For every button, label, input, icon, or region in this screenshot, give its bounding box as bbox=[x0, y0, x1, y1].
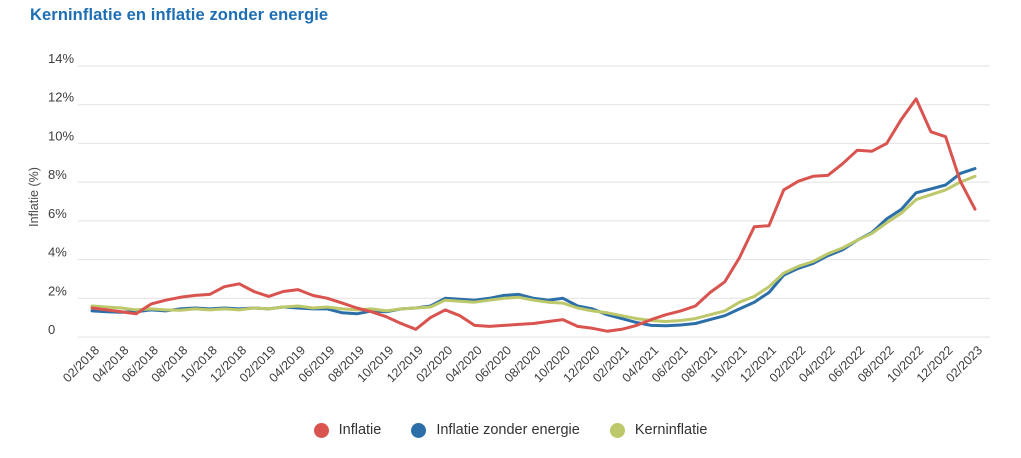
legend-label: Inflatie bbox=[338, 422, 382, 438]
y-tick-label: 6% bbox=[48, 206, 67, 221]
y-tick-label: 10% bbox=[48, 128, 74, 143]
legend-item-inflatie-zonder-energie[interactable]: Inflatie zonder energie bbox=[411, 422, 580, 438]
y-tick-label: 4% bbox=[48, 245, 67, 260]
series-line-inflatie bbox=[90, 97, 977, 333]
y-tick-label: 14% bbox=[48, 51, 74, 66]
y-tick-label: 0 bbox=[48, 322, 55, 337]
legend-item-inflatie[interactable]: Inflatie bbox=[313, 422, 382, 438]
chart-title: Kerninflatie en inflatie zonder energie bbox=[30, 6, 329, 24]
y-tick-label: 2% bbox=[48, 283, 67, 298]
legend-label: Inflatie zonder energie bbox=[436, 422, 580, 438]
x-tick-labels: 02/201804/201806/201808/201810/201812/20… bbox=[60, 343, 985, 385]
y-tick-labels: 0 2% 4% 6% 8% 10% 12% 14% bbox=[48, 51, 74, 337]
chart-legend: Inflatie Inflatie zonder energie Kerninfla… bbox=[0, 422, 1021, 438]
legend-dot-icon bbox=[313, 422, 329, 438]
legend-dot-icon bbox=[411, 422, 427, 438]
legend-item-kerninflatie[interactable]: Kerninflatie bbox=[609, 422, 708, 438]
legend-dot-icon bbox=[609, 422, 625, 438]
series-line-kerninflatie bbox=[90, 174, 977, 323]
line-chart-canvas: 0 2% 4% 6% 8% 10% 12% 14% 02/201804/201806/20180… bbox=[48, 51, 990, 385]
y-tick-label: 12% bbox=[48, 90, 74, 105]
y-gridlines bbox=[78, 65, 990, 338]
legend-label: Kerninflatie bbox=[634, 422, 708, 438]
y-tick-label: 8% bbox=[48, 167, 67, 182]
